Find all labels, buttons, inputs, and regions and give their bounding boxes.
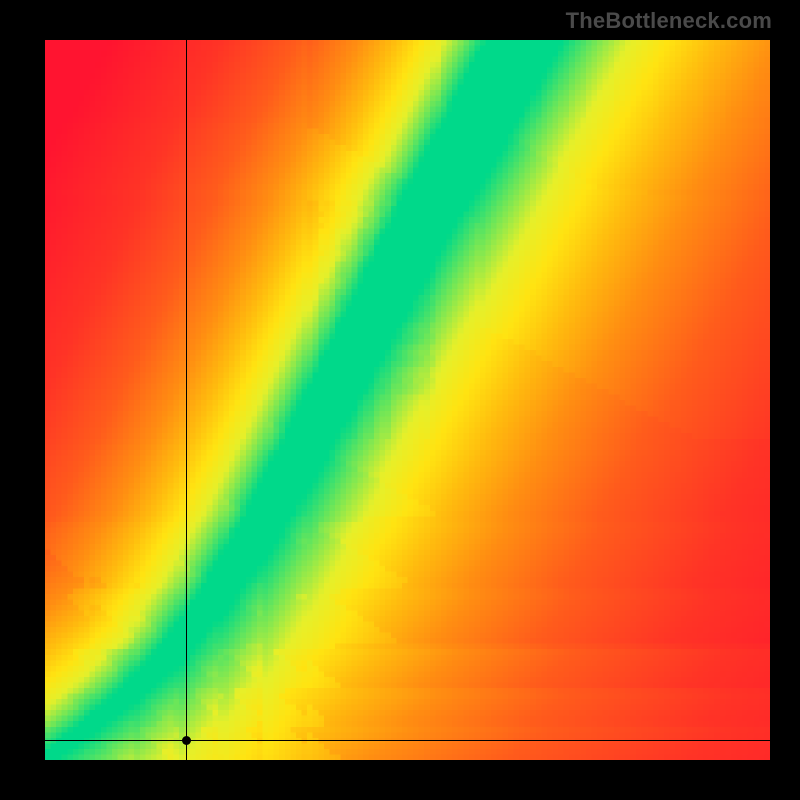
crosshair-horizontal: [45, 740, 770, 741]
plot-area: [45, 40, 770, 760]
crosshair-vertical: [186, 40, 187, 760]
heatmap-canvas: [45, 40, 770, 760]
watermark-text: TheBottleneck.com: [566, 8, 772, 34]
chart-container: TheBottleneck.com: [0, 0, 800, 800]
